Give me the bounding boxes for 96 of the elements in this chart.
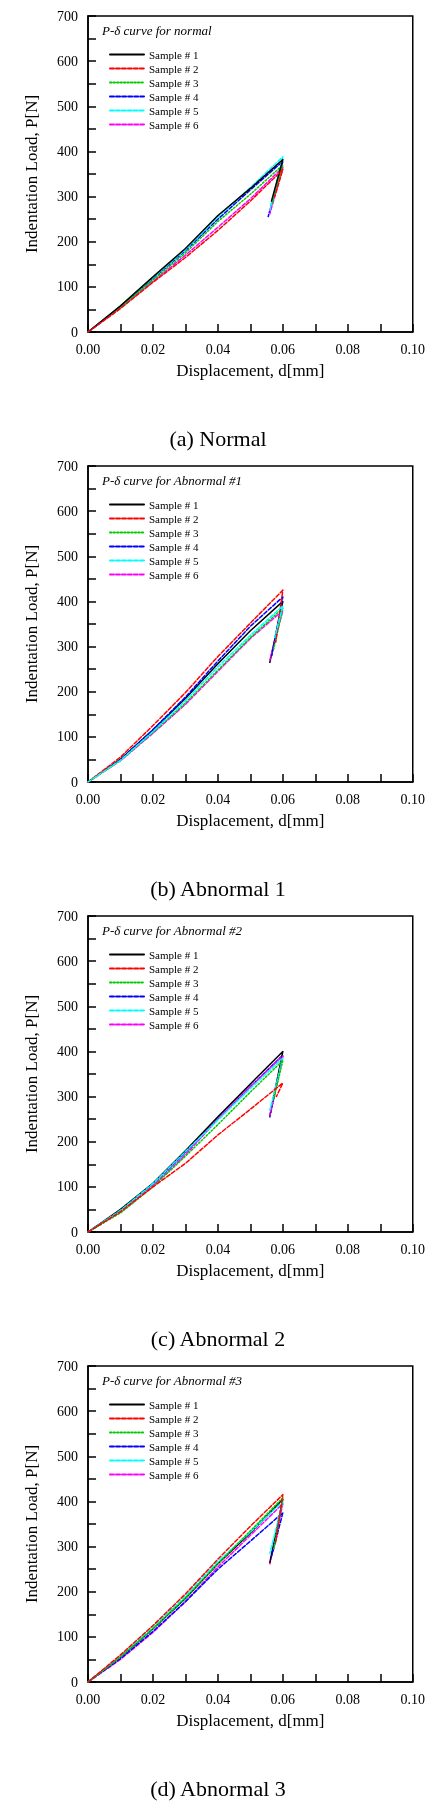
y-tick-label: 0: [71, 1674, 78, 1690]
legend-label: Sample # 1: [149, 1398, 199, 1411]
y-tick-label: 400: [57, 593, 78, 609]
legend-label: Sample # 1: [149, 948, 199, 961]
y-tick-label: 200: [57, 234, 78, 250]
x-axis-title: Displacement, d[mm]: [176, 361, 325, 380]
legend-label: Sample # 3: [149, 976, 199, 989]
y-tick-label: 0: [71, 1224, 78, 1240]
legend-label: Sample # 1: [149, 48, 199, 61]
x-tick-label: 0.08: [335, 1241, 361, 1257]
x-tick-label: 0.04: [205, 791, 231, 807]
text: (d) Abnormal 3: [150, 1775, 286, 1801]
y-tick-label: 400: [57, 1493, 78, 1509]
y-tick-label: 0: [71, 324, 78, 340]
legend-label: Sample # 1: [149, 498, 199, 511]
x-tick-label: 0.02: [140, 1241, 166, 1257]
y-tick-label: 500: [57, 998, 78, 1014]
legend-label: Sample # 2: [149, 512, 199, 525]
legend-label: Sample # 3: [149, 526, 199, 539]
x-tick-label: 0.02: [140, 341, 166, 357]
x-tick-label: 0.10: [400, 1691, 425, 1707]
legend-label: Sample # 2: [149, 1412, 199, 1425]
legend-title: P-δ curve for Abnormal #2: [101, 923, 243, 938]
y-tick-label: 700: [57, 908, 78, 924]
legend-label: Sample # 5: [149, 554, 199, 567]
y-tick-label: 400: [57, 1043, 78, 1059]
y-axis-title: Indentation Load, P[N]: [22, 1444, 41, 1604]
legend-label: Sample # 5: [149, 104, 199, 117]
x-tick-label: 0.06: [270, 791, 296, 807]
y-tick-label: 200: [57, 1584, 78, 1600]
y-axis-title: Indentation Load, P[N]: [22, 994, 41, 1154]
x-tick-label: 0.10: [400, 341, 425, 357]
y-tick-label: 100: [57, 729, 78, 745]
x-tick-label: 0.08: [335, 791, 361, 807]
legend-label: Sample # 4: [149, 990, 199, 1003]
x-tick-label: 0.00: [75, 1691, 101, 1707]
y-tick-label: 700: [57, 458, 78, 474]
y-tick-label: 700: [57, 8, 78, 24]
y-tick-label: 300: [57, 1539, 78, 1555]
x-axis-title: Displacement, d[mm]: [176, 1261, 325, 1280]
x-axis-title: Displacement, d[mm]: [176, 811, 325, 830]
y-tick-label: 100: [57, 1179, 78, 1195]
y-tick-label: 0: [71, 774, 78, 790]
legend-label: Sample # 2: [149, 62, 199, 75]
x-tick-label: 0.10: [400, 791, 425, 807]
legend-label: Sample # 6: [149, 1018, 199, 1031]
y-tick-label: 300: [57, 639, 78, 655]
x-tick-label: 0.10: [400, 1241, 425, 1257]
x-tick-label: 0.06: [270, 1691, 296, 1707]
y-tick-label: 200: [57, 684, 78, 700]
y-tick-label: 500: [57, 548, 78, 564]
y-tick-label: 300: [57, 1089, 78, 1105]
y-tick-label: 200: [57, 1134, 78, 1150]
x-tick-label: 0.04: [205, 1691, 231, 1707]
legend-label: Sample # 4: [149, 90, 199, 103]
x-tick-label: 0.04: [205, 1241, 231, 1257]
y-tick-label: 600: [57, 53, 78, 69]
y-tick-label: 600: [57, 953, 78, 969]
y-tick-label: 500: [57, 1448, 78, 1464]
legend-label: Sample # 6: [149, 118, 199, 131]
x-tick-label: 0.00: [75, 1241, 101, 1257]
legend-label: Sample # 5: [149, 1004, 199, 1017]
y-axis-title: Indentation Load, P[N]: [22, 544, 41, 704]
legend-label: Sample # 2: [149, 962, 199, 975]
x-axis-title: Displacement, d[mm]: [176, 1711, 325, 1730]
x-tick-label: 0.02: [140, 1691, 166, 1707]
legend-label: Sample # 6: [149, 568, 199, 581]
y-tick-label: 700: [57, 1358, 78, 1374]
legend-label: Sample # 5: [149, 1454, 199, 1467]
x-tick-label: 0.04: [205, 341, 231, 357]
legend-title: P-δ curve for normal: [101, 23, 213, 38]
y-tick-label: 400: [57, 143, 78, 159]
x-tick-label: 0.02: [140, 791, 166, 807]
y-tick-label: 600: [57, 1403, 78, 1419]
y-tick-label: 500: [57, 98, 78, 114]
text: (c) Abnormal 2: [150, 1325, 286, 1351]
legend-title: P-δ curve for Abnormal #1: [101, 473, 243, 488]
x-tick-label: 0.00: [75, 791, 101, 807]
legend-label: Sample # 6: [149, 1468, 199, 1481]
y-axis-title: Indentation Load, P[N]: [22, 94, 41, 254]
y-tick-label: 100: [57, 279, 78, 295]
text: (b) Abnormal 1: [150, 875, 286, 901]
x-tick-label: 0.08: [335, 1691, 361, 1707]
y-tick-label: 300: [57, 189, 78, 205]
text: (a) Normal: [169, 425, 267, 451]
y-tick-label: 100: [57, 1629, 78, 1645]
legend-label: Sample # 4: [149, 1440, 199, 1453]
y-tick-label: 600: [57, 503, 78, 519]
x-tick-label: 0.06: [270, 341, 296, 357]
legend-label: Sample # 3: [149, 1426, 199, 1439]
x-tick-label: 0.06: [270, 1241, 296, 1257]
legend-label: Sample # 3: [149, 76, 199, 89]
legend-title: P-δ curve for Abnormal #3: [101, 1373, 243, 1388]
legend-label: Sample # 4: [149, 540, 199, 553]
x-tick-label: 0.08: [335, 341, 361, 357]
x-tick-label: 0.00: [75, 341, 101, 357]
